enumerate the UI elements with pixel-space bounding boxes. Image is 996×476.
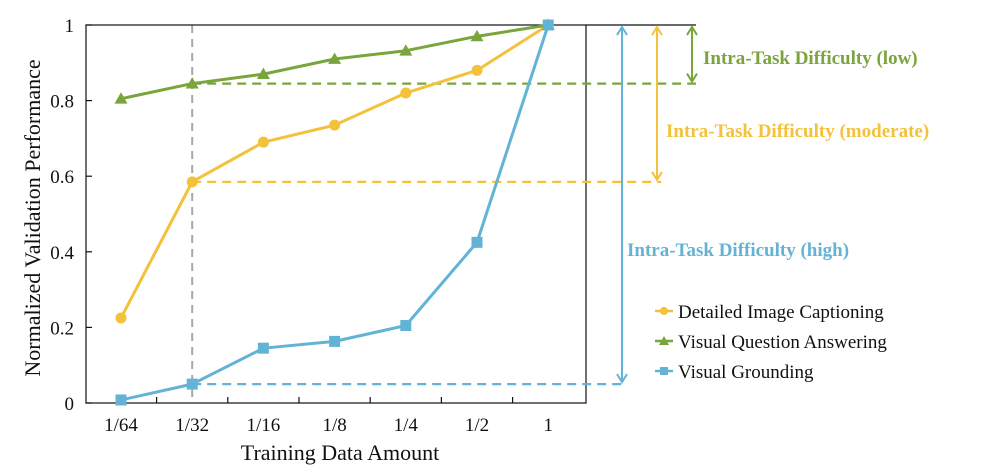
x-tick-label: 1/2 bbox=[465, 415, 489, 436]
data-point bbox=[186, 378, 198, 390]
difficulty-label: Intra-Task Difficulty (moderate) bbox=[666, 121, 929, 142]
legend-label: Visual Question Answering bbox=[678, 332, 887, 353]
difficulty-arrowhead-up bbox=[686, 25, 698, 36]
legend-item: Visual Question Answering bbox=[655, 332, 887, 353]
y-tick-label: 0.2 bbox=[50, 318, 74, 339]
difficulty-label: Intra-Task Difficulty (low) bbox=[703, 48, 918, 69]
y-tick-label: 0 bbox=[65, 394, 75, 415]
data-point bbox=[185, 77, 199, 89]
data-point bbox=[470, 29, 484, 42]
difficulty-labels: Intra-Task Difficulty (low) Intra-Task Di… bbox=[627, 48, 929, 261]
data-point bbox=[256, 67, 270, 80]
data-point bbox=[328, 52, 342, 64]
legend-marker bbox=[659, 336, 669, 345]
difficulty-arrowhead-down bbox=[686, 73, 698, 84]
legend-marker bbox=[660, 367, 668, 375]
difficulty-arrowhead-up bbox=[651, 25, 663, 36]
difficulty-guides bbox=[192, 24, 698, 386]
data-point bbox=[115, 394, 127, 406]
data-point bbox=[471, 64, 483, 76]
series-line bbox=[119, 23, 550, 319]
legend-label: Visual Grounding bbox=[678, 362, 814, 383]
data-point bbox=[329, 335, 341, 347]
series-circle bbox=[115, 19, 554, 324]
data-point bbox=[114, 92, 128, 104]
axis-layer: 0 0.2 0.4 0.6 0.8 1 1/64 1/32 1/16 1/8 1/4 1/2 1 bbox=[50, 16, 553, 436]
data-point bbox=[471, 236, 483, 248]
data-point bbox=[257, 136, 269, 148]
data-point bbox=[400, 87, 412, 99]
plot-frame bbox=[85, 24, 587, 404]
difficulty-arrowhead-up bbox=[616, 25, 628, 36]
x-tick-label: 1/4 bbox=[394, 415, 419, 436]
y-axis-title: Normalized Validation Performance bbox=[20, 59, 45, 376]
y-tick-label: 1 bbox=[65, 16, 75, 37]
data-point bbox=[115, 312, 127, 324]
legend: Detailed Image Captioning Visual Question… bbox=[655, 302, 887, 383]
x-tick-label: 1/64 bbox=[104, 415, 138, 436]
data-point bbox=[400, 320, 412, 332]
difficulty-arrowhead-down bbox=[616, 373, 628, 384]
series-triangle bbox=[114, 18, 555, 104]
data-point bbox=[542, 19, 554, 31]
x-tick-label: 1/32 bbox=[175, 415, 209, 436]
y-tick-label: 0.6 bbox=[50, 167, 74, 188]
x-axis-title: Training Data Amount bbox=[241, 440, 439, 465]
series-layer bbox=[114, 18, 555, 406]
x-tick-label: 1/16 bbox=[247, 415, 281, 436]
y-tick-label: 0.4 bbox=[50, 243, 74, 264]
series-square bbox=[115, 19, 554, 406]
x-tick-label: 1/8 bbox=[322, 415, 346, 436]
difficulty-label: Intra-Task Difficulty (high) bbox=[627, 240, 849, 261]
legend-label: Detailed Image Captioning bbox=[678, 302, 884, 323]
x-tick-label: 1 bbox=[543, 415, 553, 436]
legend-marker bbox=[660, 307, 668, 315]
data-point bbox=[257, 342, 269, 354]
data-point bbox=[329, 119, 341, 131]
legend-item: Detailed Image Captioning bbox=[655, 302, 884, 323]
data-point bbox=[186, 176, 198, 188]
data-point bbox=[399, 44, 413, 56]
y-tick-label: 0.8 bbox=[50, 92, 74, 113]
legend-item: Visual Grounding bbox=[655, 362, 814, 383]
difficulty-arrowhead-down bbox=[651, 171, 663, 182]
